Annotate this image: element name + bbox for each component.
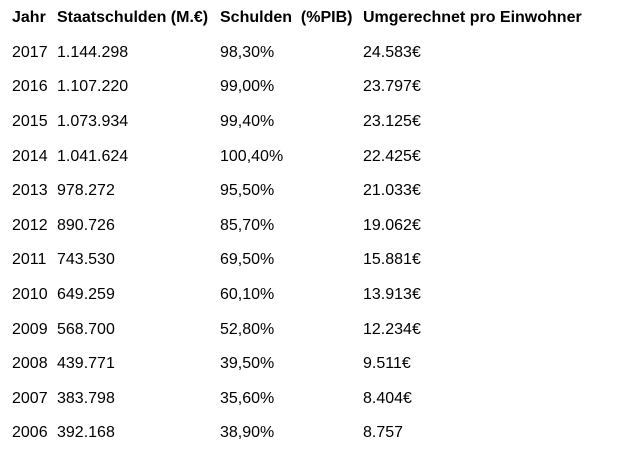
cell-pro-einwohner: 15.881€ [363, 251, 421, 269]
header-schulden-pib: Schulden (%PIB) [220, 9, 353, 27]
table-row: 2006 392.168 38,90% 8.757 [12, 416, 618, 451]
table-row: 2015 1.073.934 99,40% 23.125€ [12, 105, 618, 140]
cell-staatschulden: 1.041.624 [57, 147, 129, 165]
table-row: 2012 890.726 85,70% 19.062€ [12, 209, 618, 244]
cell-staatschulden: 649.259 [57, 286, 115, 304]
cell-schulden-pib: 38,90% [220, 424, 275, 442]
table-row: 2007 383.798 35,60% 8.404€ [12, 382, 618, 417]
table-header-row: Jahr Staatschulden (M.€) Schulden (%PIB)… [12, 1, 618, 36]
cell-pro-einwohner: 8.757 [363, 424, 404, 442]
table-row: 2011 743.530 69,50% 15.881€ [12, 243, 618, 278]
cell-staatschulden: 1.144.298 [57, 43, 129, 61]
cell-pro-einwohner: 9.511€ [363, 355, 411, 373]
cell-schulden-pib: 99,00% [220, 78, 275, 96]
cell-jahr: 2007 [12, 389, 48, 407]
cell-schulden-pib: 39,50% [220, 355, 275, 373]
cell-pro-einwohner: 23.797€ [363, 78, 421, 96]
cell-jahr: 2012 [12, 216, 48, 234]
cell-jahr: 2008 [12, 355, 48, 373]
table-row: 2016 1.107.220 99,00% 23.797€ [12, 70, 618, 105]
table-row: 2008 439.771 39,50% 9.511€ [12, 347, 618, 382]
cell-jahr: 2011 [12, 251, 47, 269]
cell-staatschulden: 1.073.934 [57, 113, 129, 131]
cell-schulden-pib: 99,40% [220, 113, 275, 131]
table-row: 2017 1.144.298 98,30% 24.583€ [12, 36, 618, 71]
cell-jahr: 2016 [12, 78, 48, 96]
cell-pro-einwohner: 24.583€ [363, 43, 421, 61]
cell-staatschulden: 392.168 [57, 424, 115, 442]
cell-jahr: 2017 [12, 43, 48, 61]
cell-staatschulden: 1.107.220 [57, 78, 129, 96]
cell-staatschulden: 978.272 [57, 182, 115, 200]
table-row: 2009 568.700 52,80% 12.234€ [12, 312, 618, 347]
cell-staatschulden: 568.700 [57, 320, 115, 338]
cell-staatschulden: 439.771 [57, 355, 115, 373]
cell-schulden-pib: 95,50% [220, 182, 275, 200]
header-staatschulden: Staatschulden (M.€) [57, 9, 209, 27]
cell-pro-einwohner: 13.913€ [363, 286, 421, 304]
staatschulden-table: Jahr Staatschulden (M.€) Schulden (%PIB)… [12, 1, 618, 451]
header-pro-einwohner: Umgerechnet pro Einwohner [363, 9, 582, 27]
cell-jahr: 2015 [12, 113, 48, 131]
cell-staatschulden: 743.530 [57, 251, 115, 269]
cell-jahr: 2009 [12, 320, 48, 338]
table-row: 2014 1.041.624 100,40% 22.425€ [12, 139, 618, 174]
cell-pro-einwohner: 23.125€ [363, 113, 421, 131]
cell-schulden-pib: 100,40% [220, 147, 284, 165]
cell-staatschulden: 383.798 [57, 389, 115, 407]
cell-schulden-pib: 52,80% [220, 320, 275, 338]
cell-pro-einwohner: 8.404€ [363, 389, 412, 407]
cell-schulden-pib: 98,30% [220, 43, 275, 61]
cell-pro-einwohner: 19.062€ [363, 216, 421, 234]
cell-staatschulden: 890.726 [57, 216, 115, 234]
cell-schulden-pib: 35,60% [220, 389, 275, 407]
cell-jahr: 2010 [12, 286, 48, 304]
cell-pro-einwohner: 12.234€ [363, 320, 421, 338]
cell-schulden-pib: 69,50% [220, 251, 275, 269]
cell-jahr: 2014 [12, 147, 48, 165]
cell-jahr: 2013 [12, 182, 48, 200]
table-row: 2013 978.272 95,50% 21.033€ [12, 174, 618, 209]
cell-schulden-pib: 85,70% [220, 216, 275, 234]
cell-jahr: 2006 [12, 424, 48, 442]
cell-pro-einwohner: 22.425€ [363, 147, 421, 165]
cell-schulden-pib: 60,10% [220, 286, 275, 304]
header-jahr: Jahr [12, 9, 46, 27]
cell-pro-einwohner: 21.033€ [363, 182, 421, 200]
table-row: 2010 649.259 60,10% 13.913€ [12, 278, 618, 313]
